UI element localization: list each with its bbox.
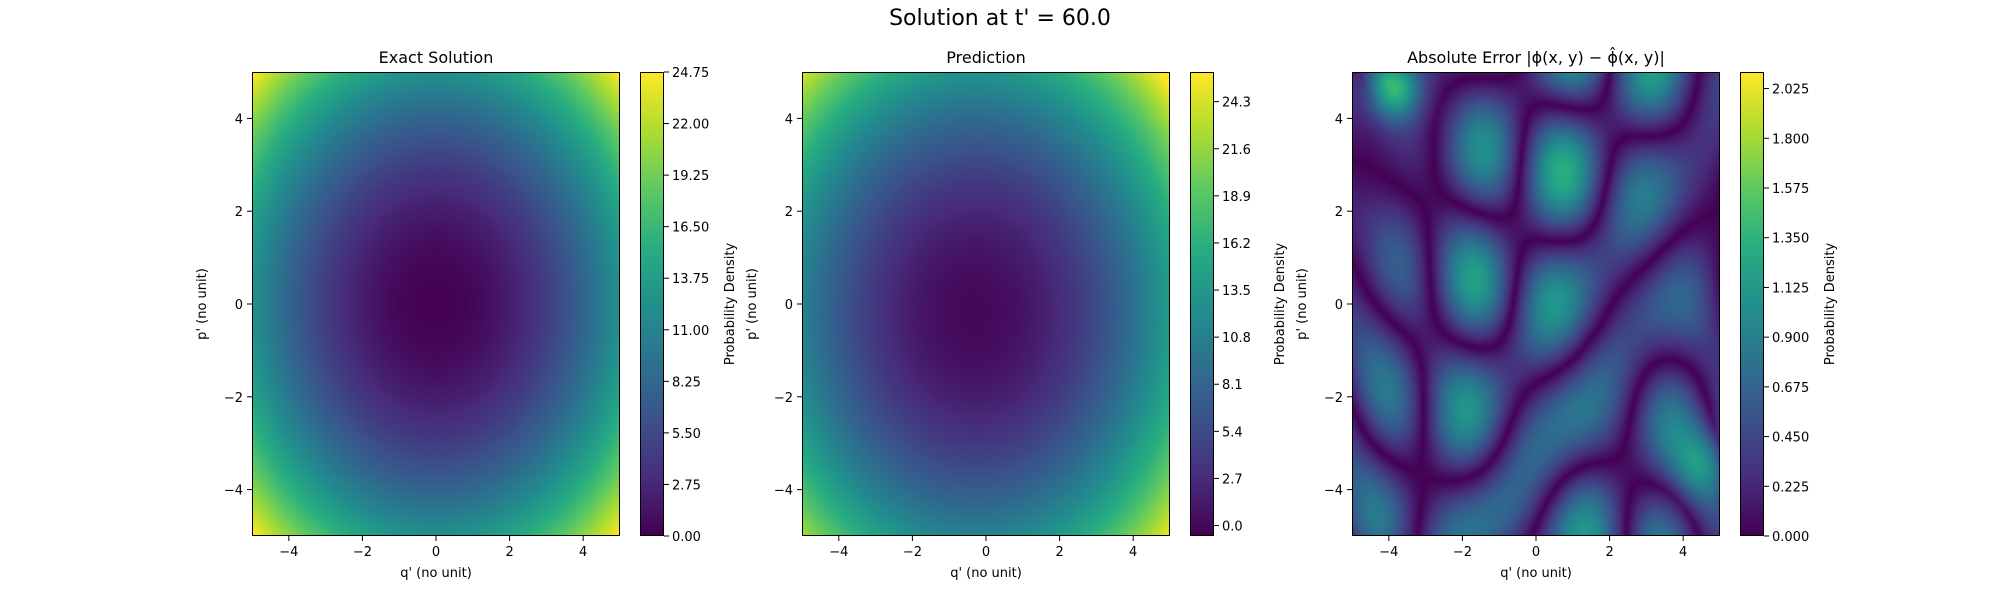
heatmap-prediction bbox=[802, 72, 1170, 536]
colorbar-tick-label-prediction: 21.6 bbox=[1222, 143, 1251, 158]
y-tick-label-error: 2 bbox=[1335, 205, 1343, 220]
colorbar-tick-label-error: 1.125 bbox=[1772, 281, 1809, 296]
colorbar-label-exact: Probability Density bbox=[723, 243, 738, 366]
y-tick-label-exact: 4 bbox=[235, 112, 243, 127]
y-tick-label-exact: 2 bbox=[235, 205, 243, 220]
colorbar-tick-label-error: 0.225 bbox=[1772, 480, 1809, 495]
colorbar-tick-label-error: 1.350 bbox=[1772, 232, 1809, 247]
colorbar-tick-label-exact: 5.50 bbox=[672, 427, 701, 442]
colorbar-tick-label-exact: 24.75 bbox=[672, 66, 709, 81]
colorbar-tick-label-error: 0.000 bbox=[1772, 530, 1809, 545]
x-tick-label-error: 2 bbox=[1605, 545, 1613, 560]
colorbar-tick-label-prediction: 24.3 bbox=[1222, 96, 1251, 111]
y-tick-label-prediction: 2 bbox=[785, 205, 793, 220]
x-tick-label-exact: 4 bbox=[579, 545, 587, 560]
y-tick-label-exact: 0 bbox=[235, 298, 243, 313]
colorbar-tick-label-prediction: 8.1 bbox=[1222, 378, 1243, 393]
colorbar-tick-label-prediction: 13.5 bbox=[1222, 284, 1251, 299]
x-tick-label-exact: 2 bbox=[505, 545, 513, 560]
x-tick-label-error: −4 bbox=[1379, 545, 1398, 560]
y-axis-label-exact: p' (no unit) bbox=[195, 268, 210, 340]
colorbar-prediction bbox=[1190, 72, 1214, 536]
x-tick-label-prediction: 2 bbox=[1055, 545, 1063, 560]
x-tick-label-exact: −4 bbox=[279, 545, 298, 560]
figure-suptitle: Solution at t' = 60.0 bbox=[889, 6, 1111, 31]
panel-title-exact: Exact Solution bbox=[378, 48, 494, 67]
x-tick-label-prediction: 4 bbox=[1129, 545, 1137, 560]
x-tick-label-error: 4 bbox=[1679, 545, 1687, 560]
y-axis-label-prediction: p' (no unit) bbox=[745, 268, 760, 340]
x-tick-label-prediction: 0 bbox=[982, 545, 990, 560]
colorbar-tick-label-prediction: 5.4 bbox=[1222, 425, 1243, 440]
colorbar-tick-label-prediction: 2.7 bbox=[1222, 472, 1243, 487]
y-tick-label-prediction: 0 bbox=[785, 298, 793, 313]
y-axis-label-error: p' (no unit) bbox=[1295, 268, 1310, 340]
x-tick-label-prediction: −2 bbox=[903, 545, 922, 560]
colorbar-tick-label-prediction: 16.2 bbox=[1222, 237, 1251, 252]
colorbar-tick-label-exact: 16.50 bbox=[672, 221, 709, 236]
x-tick-label-prediction: −4 bbox=[829, 545, 848, 560]
colorbar-tick-label-prediction: 0.0 bbox=[1222, 520, 1243, 535]
colorbar-tick-label-exact: 11.00 bbox=[672, 324, 709, 339]
x-tick-label-error: −2 bbox=[1453, 545, 1472, 560]
colorbar-tick-label-error: 0.450 bbox=[1772, 431, 1809, 446]
y-tick-label-prediction: −2 bbox=[774, 391, 793, 406]
y-tick-label-exact: −2 bbox=[224, 391, 243, 406]
colorbar-error bbox=[1740, 72, 1764, 536]
colorbar-tick-label-exact: 8.25 bbox=[672, 375, 701, 390]
colorbar-tick-label-error: 2.025 bbox=[1772, 83, 1809, 98]
colorbar-tick-label-exact: 0.00 bbox=[672, 530, 701, 545]
heatmap-error bbox=[1352, 72, 1720, 536]
x-tick-label-exact: −2 bbox=[353, 545, 372, 560]
colorbar-tick-label-exact: 22.00 bbox=[672, 118, 709, 133]
y-tick-label-error: 0 bbox=[1335, 298, 1343, 313]
y-tick-label-error: 4 bbox=[1335, 112, 1343, 127]
colorbar-tick-label-exact: 13.75 bbox=[672, 272, 709, 287]
colorbar-label-prediction: Probability Density bbox=[1273, 243, 1288, 366]
heatmap-exact bbox=[252, 72, 620, 536]
panel-title-prediction: Prediction bbox=[946, 48, 1026, 67]
y-tick-label-prediction: −4 bbox=[774, 484, 793, 499]
colorbar-tick-label-error: 1.575 bbox=[1772, 182, 1809, 197]
colorbar-tick-label-prediction: 18.9 bbox=[1222, 190, 1251, 205]
x-axis-label-error: q' (no unit) bbox=[1500, 566, 1572, 581]
colorbar-tick-label-error: 0.675 bbox=[1772, 381, 1809, 396]
x-axis-label-prediction: q' (no unit) bbox=[950, 566, 1022, 581]
x-axis-label-exact: q' (no unit) bbox=[400, 566, 472, 581]
colorbar-label-error: Probability Density bbox=[1823, 243, 1838, 366]
colorbar-tick-label-error: 1.800 bbox=[1772, 132, 1809, 147]
colorbar-tick-label-exact: 19.25 bbox=[672, 169, 709, 184]
y-tick-label-error: −2 bbox=[1324, 391, 1343, 406]
panel-title-error: Absolute Error |ϕ(x, y) − ϕ̂(x, y)| bbox=[1407, 48, 1665, 67]
x-tick-label-error: 0 bbox=[1532, 545, 1540, 560]
x-tick-label-exact: 0 bbox=[432, 545, 440, 560]
colorbar-tick-label-exact: 2.75 bbox=[672, 478, 701, 493]
y-tick-label-prediction: 4 bbox=[785, 112, 793, 127]
colorbar-exact bbox=[640, 72, 664, 536]
y-tick-label-exact: −4 bbox=[224, 484, 243, 499]
y-tick-label-error: −4 bbox=[1324, 484, 1343, 499]
colorbar-tick-label-prediction: 10.8 bbox=[1222, 331, 1251, 346]
colorbar-tick-label-error: 0.900 bbox=[1772, 331, 1809, 346]
